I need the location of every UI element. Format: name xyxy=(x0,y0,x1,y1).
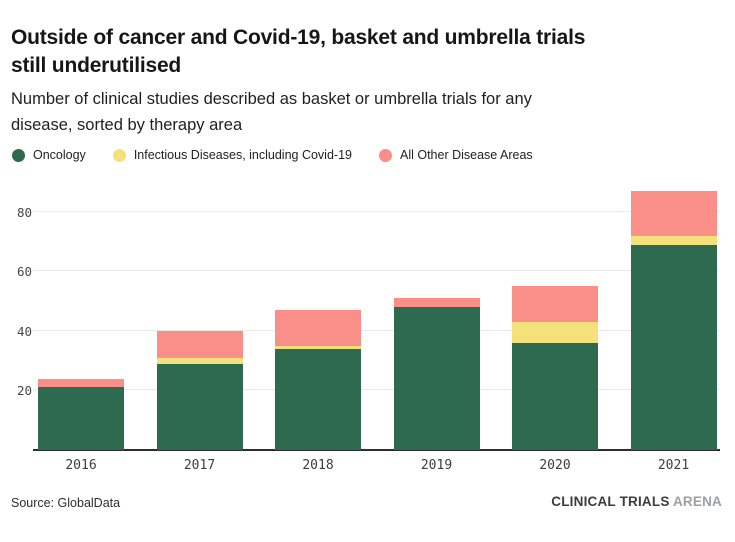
x-axis-tick-label: 2019 xyxy=(420,458,453,473)
bar-segment xyxy=(512,286,598,322)
gridline xyxy=(33,329,720,331)
bar-segment xyxy=(275,345,361,349)
x-axis-tick-label: 2021 xyxy=(657,458,690,473)
bar-segment xyxy=(156,330,243,358)
bar-2017 xyxy=(156,330,243,450)
legend-item: All Other Disease Areas xyxy=(378,148,533,162)
x-axis-line xyxy=(33,449,720,451)
legend-swatch-icon xyxy=(378,148,392,162)
bar-segment xyxy=(38,387,124,450)
brand-logo: CLINICAL TRIALS ARENA xyxy=(551,494,722,509)
bar-segment xyxy=(512,321,598,343)
bar-segment xyxy=(38,378,124,388)
legend-swatch-icon xyxy=(12,148,25,162)
bar-segment xyxy=(393,298,480,308)
source-note: Source: GlobalData xyxy=(11,496,121,510)
chart-title-line1: Outside of cancer and Covid-19, basket a… xyxy=(11,26,586,49)
legend-label: Oncology xyxy=(33,148,86,162)
bar-segment xyxy=(630,244,717,450)
chart-subtitle-line1: Number of clinical studies described as … xyxy=(11,90,532,108)
y-axis-tick-label: 60 xyxy=(16,264,32,280)
bar-segment xyxy=(275,348,361,450)
bar-2016 xyxy=(38,378,124,450)
brand-primary: CLINICAL TRIALS xyxy=(551,494,670,509)
bar-2019 xyxy=(393,298,480,450)
x-axis-tick-label: 2017 xyxy=(183,458,216,473)
bar-2020 xyxy=(512,286,598,450)
bar-segment xyxy=(630,235,717,245)
bar-2018 xyxy=(275,310,361,450)
y-axis-tick-label: 20 xyxy=(16,383,32,399)
gridline xyxy=(33,270,720,272)
legend-label: Infectious Diseases, including Covid-19 xyxy=(133,148,352,162)
bar-segment xyxy=(156,357,243,364)
bar-segment xyxy=(156,363,243,450)
bar-segment xyxy=(393,307,480,450)
x-axis-tick-label: 2018 xyxy=(302,458,334,473)
y-axis-tick-label: 80 xyxy=(16,204,32,220)
bar-segment xyxy=(275,310,361,346)
chart-title: Outside of cancer and Covid-19, basket a… xyxy=(11,24,728,80)
chart-title-line2: still underutilised xyxy=(11,54,182,77)
legend-label: All Other Disease Areas xyxy=(399,148,533,162)
legend-item: Oncology xyxy=(12,148,86,162)
bar-2021 xyxy=(630,190,717,450)
gridline xyxy=(33,389,720,391)
chart-subtitle: Number of clinical studies described as … xyxy=(11,86,711,138)
bar-segment xyxy=(512,342,598,450)
legend-swatch-icon xyxy=(112,148,126,162)
gridline xyxy=(33,210,720,212)
x-axis-tick-label: 2020 xyxy=(539,458,571,473)
bar-segment xyxy=(630,190,717,236)
legend-item: Infectious Diseases, including Covid-19 xyxy=(112,148,352,162)
brand-secondary: ARENA xyxy=(672,494,722,509)
legend: Oncology Infectious Diseases, including C… xyxy=(12,148,560,162)
chart-subtitle-line2: disease, sorted by therapy area xyxy=(11,116,243,134)
x-axis-tick-label: 2016 xyxy=(65,458,97,473)
y-axis-tick-label: 40 xyxy=(16,323,32,339)
plot-area: 20 40 60 80 2016 2017 2018 2019 2020 2021 xyxy=(17,185,720,473)
